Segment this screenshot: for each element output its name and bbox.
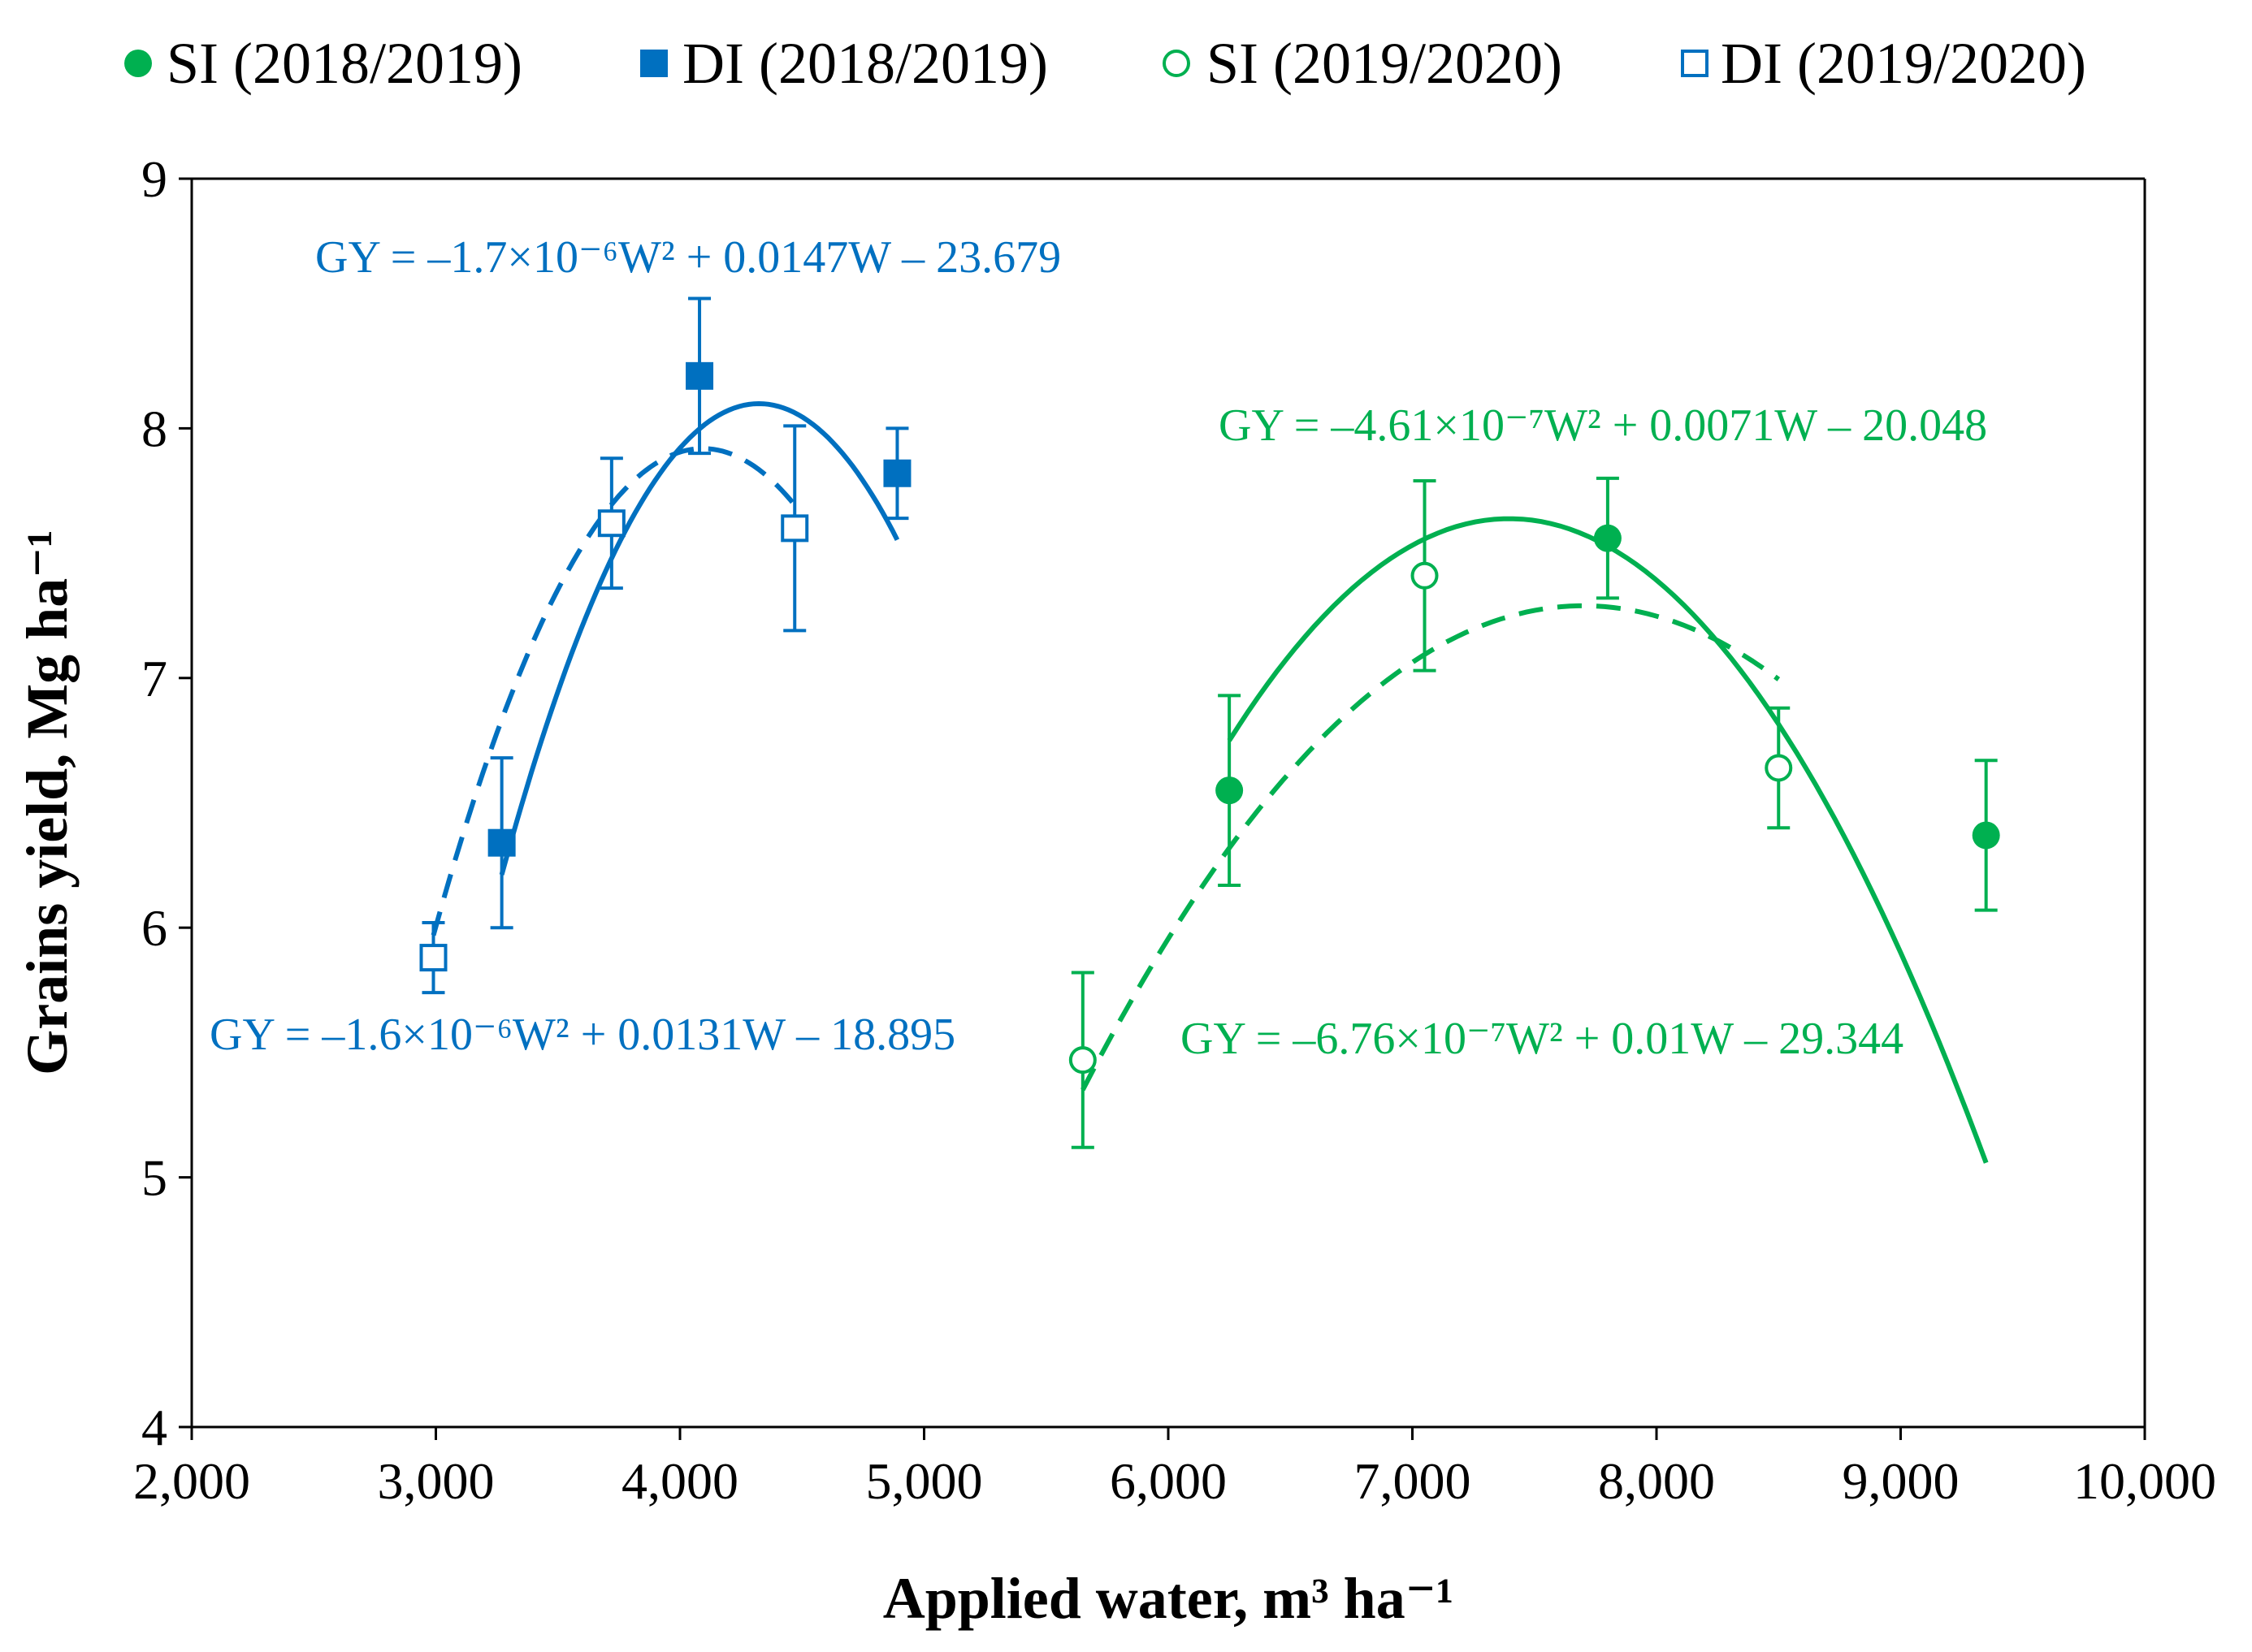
x-tick-label: 9,000 <box>1843 1452 1960 1510</box>
point-si-2019-2020 <box>1410 561 1439 590</box>
point-si-2018-2019 <box>1972 821 2000 850</box>
y-tick-label: 6 <box>141 899 167 957</box>
x-tick-label: 3,000 <box>378 1452 495 1510</box>
data-markers <box>419 361 2000 1075</box>
fit-curve-si-2019-2020 <box>1081 603 1781 1092</box>
x-tick-label: 5,000 <box>866 1452 983 1510</box>
point-di-2019-2020 <box>597 509 626 538</box>
equation-si-2018: GY = –6.76×10⁻⁷W² + 0.01W – 29.344 <box>1180 1014 1903 1064</box>
fit-curve-si-2018-2019 <box>1227 516 1989 1164</box>
legend-label-si-2019: SI (2019/2020) <box>1206 31 1562 96</box>
equation-annotations: GY = –1.7×10⁻⁶W² + 0.0147W – 23.679 GY =… <box>210 232 1987 1064</box>
y-tick-label: 9 <box>141 150 167 208</box>
equation-di-2019: GY = –1.6×10⁻⁶W² + 0.0131W – 18.895 <box>210 1010 955 1060</box>
fit-curve-di-2019-2020 <box>431 446 797 936</box>
y-axis-title: Grains yield, Mg ha⁻¹ <box>15 530 80 1075</box>
point-di-2019-2020 <box>781 514 809 543</box>
legend-marker-di-2019 <box>1681 50 1708 77</box>
x-tick-label: 7,000 <box>1354 1452 1471 1510</box>
equation-si-2019: GY = –4.61×10⁻⁷W² + 0.0071W – 20.048 <box>1219 400 1987 451</box>
x-tick-label: 4,000 <box>621 1452 738 1510</box>
x-tick-label: 2,000 <box>133 1452 250 1510</box>
fit-curve-di-2018-2019 <box>499 400 900 876</box>
y-tick-label: 5 <box>141 1149 167 1207</box>
axes <box>190 177 2146 1429</box>
x-tick-label: 8,000 <box>1598 1452 1715 1510</box>
legend-label-di-2019: DI (2019/2020) <box>1721 31 2086 96</box>
y-tick-label: 7 <box>141 650 167 707</box>
y-tick-label: 8 <box>141 400 167 457</box>
point-si-2019-2020 <box>1068 1046 1097 1075</box>
equation-di-2018: GY = –1.7×10⁻⁶W² + 0.0147W – 23.679 <box>315 232 1061 283</box>
point-di-2019-2020 <box>419 944 448 972</box>
legend: SI (2018/2019) DI (2018/2019) SI (2019/2… <box>124 31 2086 96</box>
legend-label-di-2018: DI (2018/2019) <box>682 31 1048 96</box>
point-si-2019-2020 <box>1765 754 1793 782</box>
legend-marker-si-2019 <box>1163 50 1190 77</box>
point-si-2018-2019 <box>1593 524 1622 552</box>
point-di-2018-2019 <box>686 361 714 390</box>
point-di-2018-2019 <box>487 828 516 857</box>
x-axis-title: Applied water, m³ ha⁻¹ <box>883 1566 1454 1631</box>
x-tick-label: 6,000 <box>1110 1452 1227 1510</box>
x-tick-label: 10,000 <box>2073 1452 2216 1510</box>
point-di-2018-2019 <box>883 459 912 487</box>
legend-marker-di-2018 <box>640 50 668 77</box>
y-tick-label: 4 <box>141 1399 167 1456</box>
point-si-2018-2019 <box>1215 776 1244 805</box>
legend-label-si-2018: SI (2018/2019) <box>167 31 522 96</box>
legend-marker-si-2018 <box>124 50 152 77</box>
y-ticks: 4 5 6 7 8 9 <box>141 150 192 1456</box>
x-ticks: 2,000 3,000 4,000 5,000 6,000 7,000 8,000 9,000… <box>133 1427 2216 1510</box>
